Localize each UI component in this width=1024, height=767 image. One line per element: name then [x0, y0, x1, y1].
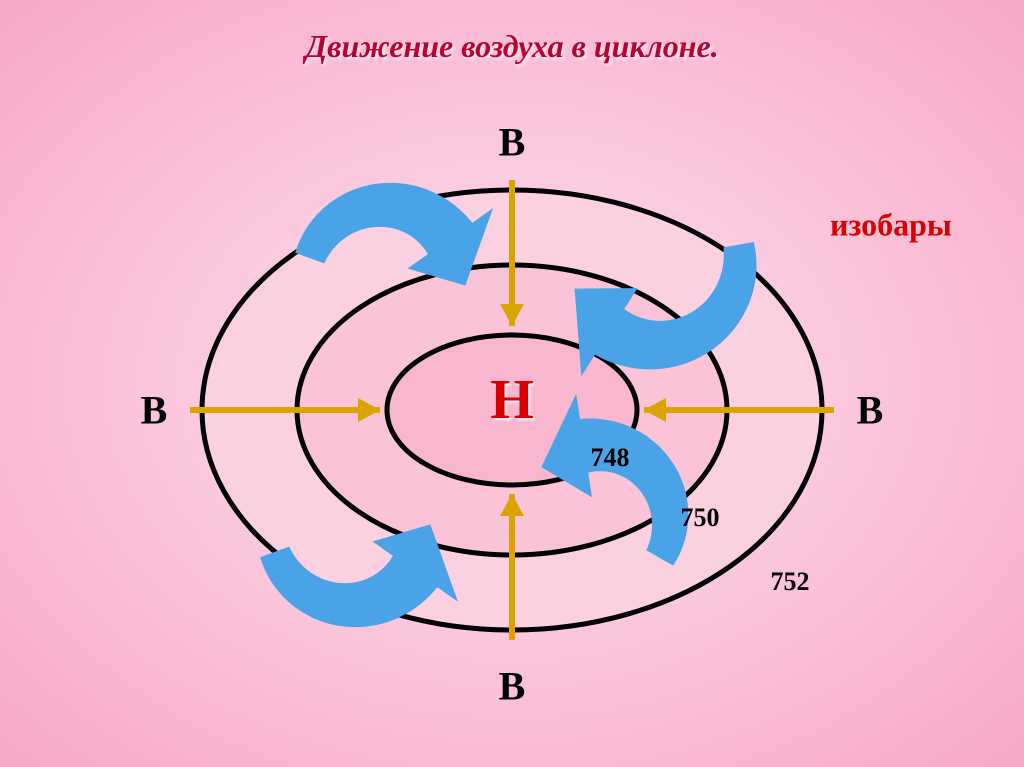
- diagram-title: Движение воздуха в циклоне.: [0, 28, 1024, 65]
- isobars-label: изобары: [830, 207, 952, 244]
- isobar-value-2: 752: [771, 567, 810, 597]
- center-low-pressure-letter: Н: [490, 368, 534, 432]
- high-pressure-label-3: В: [857, 387, 884, 434]
- high-pressure-label-2: В: [141, 387, 168, 434]
- high-pressure-label-1: В: [499, 663, 526, 710]
- high-pressure-label-0: В: [499, 119, 526, 166]
- isobar-value-0: 748: [591, 443, 630, 473]
- isobar-value-1: 750: [681, 503, 720, 533]
